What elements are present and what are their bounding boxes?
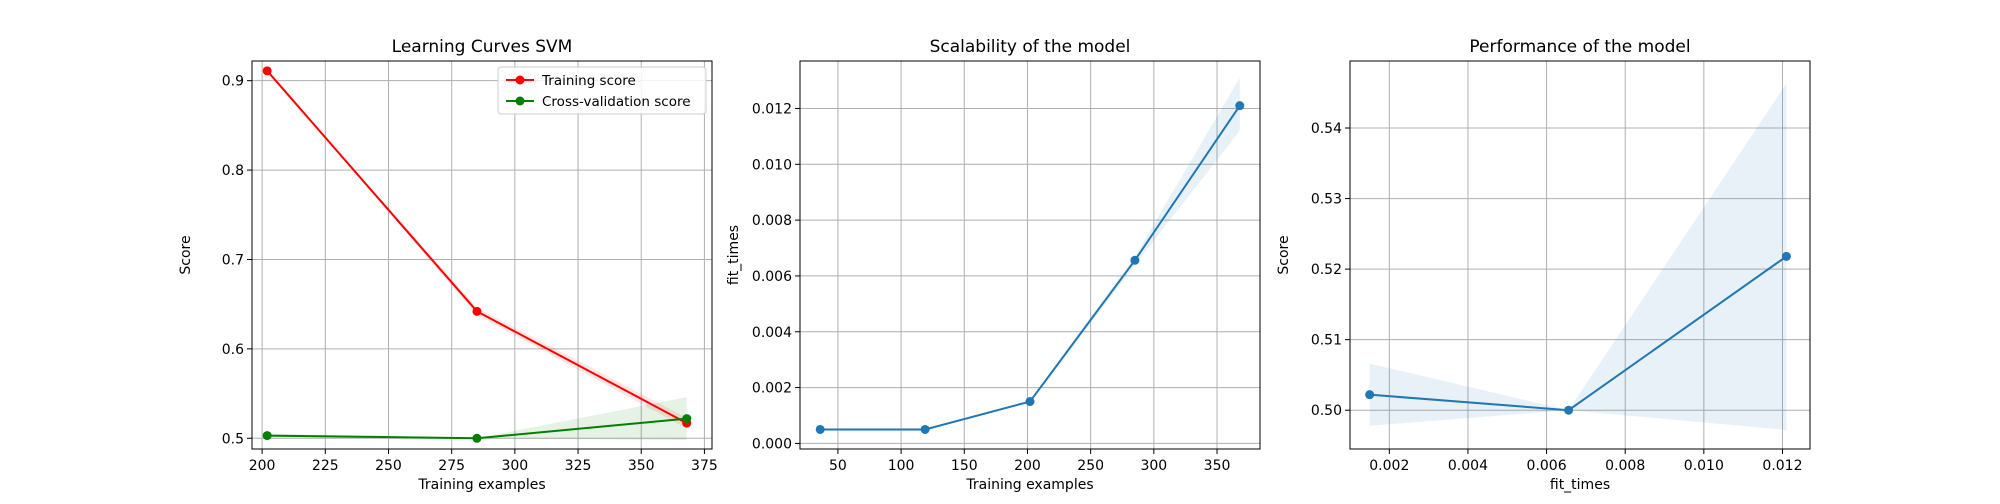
y-tick-label: 0.52	[1311, 262, 1342, 278]
x-tick-label: 0.008	[1605, 458, 1645, 474]
x-tick-label: 50	[829, 458, 847, 474]
y-tick-label: 0.004	[752, 325, 792, 341]
series-1-point	[1025, 397, 1035, 407]
subplot-2: 50 100 150 200 250 300 350 0.000 0.002 0.004 0.006…	[726, 37, 1261, 493]
x-tick-label: 200	[1014, 458, 1041, 474]
subplot-1: 200 225 250 275 300 325 350 375 0.5 0.6 0.7 0.8 0.9 L…	[178, 37, 718, 493]
series-1-point	[1365, 390, 1375, 400]
chart-title: Learning Curves SVM	[392, 37, 573, 57]
legend-marker	[515, 75, 525, 85]
series-1-point	[815, 424, 825, 434]
x-tick-label: 0.010	[1684, 458, 1724, 474]
chart-title: Performance of the model	[1469, 37, 1690, 57]
y-tick-label: 0.50	[1311, 403, 1342, 419]
y-tick-label: 0.51	[1311, 333, 1342, 349]
y-tick-label: 0.54	[1311, 121, 1342, 137]
series-1-band	[267, 70, 687, 429]
x-tick-label: 250	[1077, 458, 1104, 474]
series-1-point	[1235, 101, 1245, 111]
x-tick-label: 200	[249, 458, 276, 474]
axes-frame	[799, 60, 1261, 450]
x-tick-label: 0.006	[1527, 458, 1567, 474]
y-axis-label: fit_times	[726, 225, 742, 285]
x-axis-label: Training examples	[417, 477, 545, 493]
series-1-band	[1369, 83, 1787, 430]
y-tick-label: 0.000	[752, 436, 792, 452]
series-1-point	[920, 424, 930, 434]
x-tick-label: 225	[312, 458, 339, 474]
x-tick-label: 300	[501, 458, 528, 474]
x-axis-label: Training examples	[965, 477, 1093, 493]
x-tick-label: 350	[1204, 458, 1231, 474]
series-1-point	[472, 306, 482, 316]
legend-box	[497, 66, 707, 115]
legend-marker	[515, 96, 525, 106]
legend-label: Cross-validation score	[542, 94, 691, 110]
y-tick-label: 0.7	[222, 252, 244, 268]
x-tick-label: 0.012	[1762, 458, 1802, 474]
y-tick-label: 0.53	[1311, 192, 1342, 208]
series-1-line	[266, 70, 688, 424]
y-axis-label: Score	[178, 235, 194, 274]
chart-title: Scalability of the model	[930, 37, 1131, 57]
x-tick-label: 0.002	[1369, 458, 1409, 474]
y-tick-label: 0.008	[752, 213, 792, 229]
series-1-band	[820, 77, 1240, 431]
y-axis-label: Score	[1276, 235, 1292, 274]
x-tick-label: 300	[1140, 458, 1167, 474]
y-tick-label: 0.012	[752, 101, 792, 117]
x-tick-label: 325	[565, 458, 592, 474]
y-tick-label: 0.006	[752, 269, 792, 285]
x-tick-label: 100	[888, 458, 915, 474]
axes-frame	[1349, 60, 1811, 450]
y-tick-label: 0.5	[222, 431, 244, 447]
y-tick-label: 0.9	[222, 74, 244, 90]
subplot-3: 0.002 0.004 0.006 0.008 0.010 0.012 0.50 0.51 0.…	[1276, 37, 1811, 493]
x-tick-label: 350	[628, 458, 655, 474]
x-tick-label: 275	[438, 458, 465, 474]
axes-frame	[251, 60, 713, 450]
y-tick-label: 0.010	[752, 157, 792, 173]
series-2-band	[267, 397, 687, 441]
x-tick-label: 375	[691, 458, 718, 474]
legend: Training score Cross-validation score	[497, 66, 707, 115]
series-1-point	[1130, 255, 1140, 265]
series-1-line	[820, 105, 1241, 431]
series-2-point	[262, 431, 272, 441]
y-tick-label: 0.002	[752, 381, 792, 397]
legend-label: Training score	[541, 73, 636, 89]
series-1-point	[1781, 251, 1791, 261]
series-1-point	[1564, 405, 1574, 415]
x-axis-label: fit_times	[1550, 477, 1610, 493]
series-1-point	[262, 66, 272, 76]
y-tick-label: 0.6	[222, 342, 244, 358]
series-2-point	[472, 433, 482, 443]
y-tick-label: 0.8	[222, 163, 244, 179]
series-2-point	[682, 414, 692, 424]
x-tick-label: 250	[375, 458, 402, 474]
x-tick-label: 0.004	[1448, 458, 1488, 474]
x-tick-label: 150	[951, 458, 978, 474]
